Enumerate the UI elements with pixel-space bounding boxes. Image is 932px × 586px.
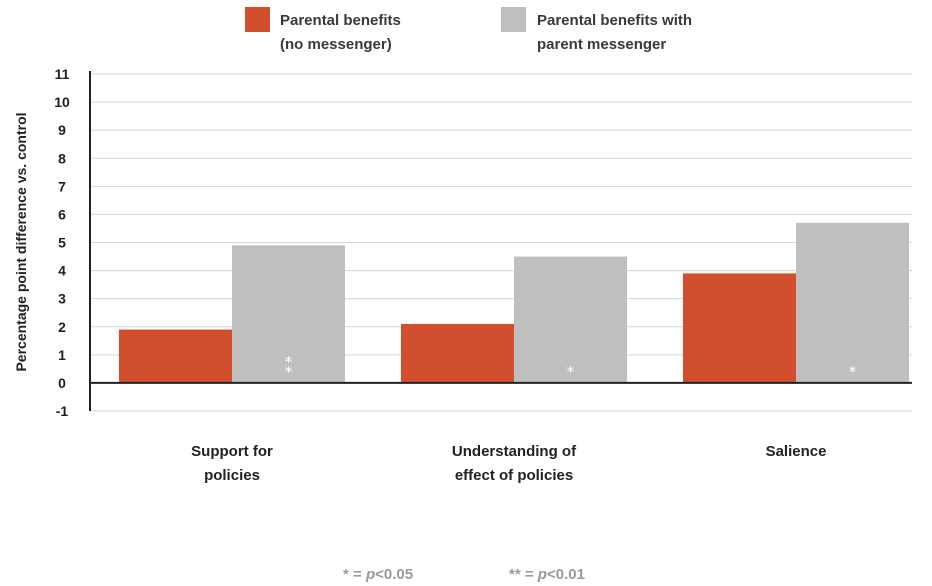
y-tick-label: 6: [58, 206, 66, 222]
category-label-3-line-1: Salience: [766, 443, 827, 460]
footnote-single-p: p: [365, 566, 375, 583]
y-tick-label: 2: [58, 319, 66, 335]
significance-mark: *: [849, 363, 857, 381]
bar-series-2-cat-2: [514, 256, 627, 383]
bars: *** *: [119, 222, 909, 383]
legend-swatch-series-1: [245, 7, 270, 32]
bar-series-1-cat-2: [401, 323, 514, 383]
legend: Parental benefits (no messenger) Parenta…: [245, 7, 692, 53]
y-axis-label: Percentage point difference vs. control: [13, 112, 29, 371]
y-tick-label: 5: [58, 235, 66, 251]
significance-mark: *: [285, 353, 293, 371]
significance-mark: *: [285, 363, 293, 381]
legend-label-series-1-line-1: Parental benefits: [280, 12, 401, 29]
axes: [89, 71, 912, 411]
legend-swatch-series-2: [501, 7, 526, 32]
significance-mark: *: [567, 363, 575, 381]
footnote-double-star: ** = p<0.01: [509, 566, 585, 583]
footnote-double-equals: =: [521, 566, 538, 583]
bar-series-2-cat-1: [232, 245, 345, 383]
legend-label-series-1-line-2: (no messenger): [280, 36, 392, 53]
legend-label-series-2-line-2: parent messenger: [537, 36, 666, 53]
bar-series-2-cat-3: [796, 222, 909, 383]
y-tick-label: -1: [56, 403, 69, 419]
y-tick-labels: -1 0 1 2 3 4 5 6 7 8 9 10 11: [54, 66, 70, 419]
legend-label-series-2-line-1: Parental benefits with: [537, 12, 692, 29]
y-tick-label: 3: [58, 291, 66, 307]
bar-series-1-cat-3: [683, 273, 796, 383]
y-tick-label: 7: [58, 178, 66, 194]
y-tick-label: 11: [55, 66, 70, 82]
footnote-double-threshold: <0.01: [547, 566, 585, 583]
category-labels: Support for policies Understanding of effec…: [191, 443, 826, 484]
footnote-single-equals: =: [349, 566, 366, 583]
category-label-2-line-1: Understanding of: [452, 443, 577, 460]
y-tick-label: 1: [58, 347, 66, 363]
footnote-double-star-symbol: **: [509, 566, 521, 583]
footnote-double-p: p: [537, 566, 547, 583]
bar-series-1-cat-1: [119, 329, 232, 383]
y-tick-label: 8: [58, 150, 66, 166]
footnote-single-threshold: <0.05: [375, 566, 413, 583]
y-tick-label: 10: [54, 94, 70, 110]
y-tick-label: 9: [58, 122, 66, 138]
significance-footnote: * = p<0.05 ** = p<0.01: [343, 566, 585, 583]
category-label-1-line-2: policies: [204, 467, 260, 484]
category-label-1-line-1: Support for: [191, 443, 273, 460]
category-label-2-line-2: effect of policies: [455, 467, 573, 484]
footnote-single-star-symbol: *: [343, 566, 349, 583]
y-tick-label: 4: [58, 263, 66, 279]
y-tick-label: 0: [58, 375, 66, 391]
footnote-single-star: * = p<0.05: [343, 566, 413, 583]
